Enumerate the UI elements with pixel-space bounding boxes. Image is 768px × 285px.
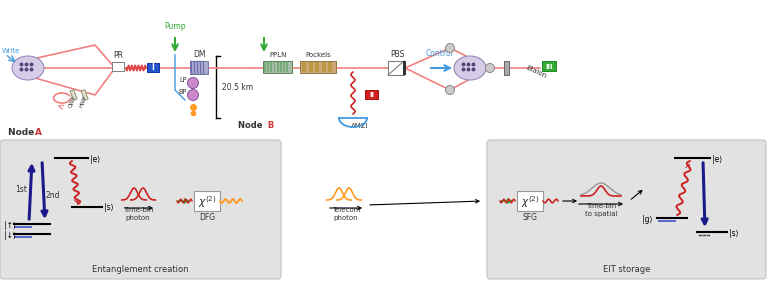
- Bar: [300, 61, 336, 73]
- Bar: [276, 62, 279, 72]
- Bar: [403, 61, 406, 75]
- Text: |s⟩: |s⟩: [104, 203, 114, 213]
- Text: III: III: [545, 64, 553, 70]
- Text: 20.5 km: 20.5 km: [223, 82, 253, 91]
- Circle shape: [445, 44, 455, 52]
- Text: Node: Node: [8, 128, 38, 137]
- Bar: [286, 62, 288, 72]
- FancyBboxPatch shape: [487, 140, 766, 279]
- Text: Telecom
photon: Telecom photon: [332, 207, 360, 221]
- Text: |g⟩: |g⟩: [642, 215, 653, 223]
- Text: HWP: HWP: [78, 95, 88, 108]
- Text: LP: LP: [180, 77, 187, 83]
- Text: AMZI: AMZI: [351, 123, 369, 129]
- Bar: [365, 90, 378, 99]
- Bar: [267, 62, 269, 72]
- Text: PBS: PBS: [390, 50, 404, 59]
- Bar: [273, 62, 276, 72]
- Bar: [302, 62, 306, 72]
- Bar: [270, 62, 272, 72]
- Bar: [190, 61, 208, 74]
- Text: |↑⟩: |↑⟩: [4, 221, 16, 229]
- FancyBboxPatch shape: [0, 140, 281, 279]
- Text: A: A: [35, 128, 42, 137]
- Text: Entanglement creation: Entanglement creation: [92, 265, 189, 274]
- Circle shape: [445, 86, 455, 95]
- Text: Time-bin
photon: Time-bin photon: [123, 207, 153, 221]
- Text: Pump: Pump: [164, 22, 186, 31]
- Bar: [322, 62, 326, 72]
- Text: B: B: [265, 121, 274, 130]
- Bar: [280, 62, 282, 72]
- Bar: [194, 191, 220, 211]
- Bar: [263, 61, 292, 73]
- Bar: [112, 62, 124, 71]
- Bar: [309, 62, 313, 72]
- Text: SFG: SFG: [522, 213, 538, 222]
- Text: Write: Write: [2, 48, 21, 54]
- Text: BP: BP: [178, 89, 187, 95]
- Text: Node: Node: [237, 121, 265, 130]
- Text: Time-bin
to spatial: Time-bin to spatial: [584, 203, 617, 217]
- Bar: [147, 63, 159, 72]
- Text: 1st: 1st: [15, 185, 27, 194]
- Bar: [517, 191, 543, 211]
- Text: Pockels: Pockels: [305, 52, 331, 58]
- Circle shape: [187, 89, 198, 101]
- Text: |s⟩: |s⟩: [729, 229, 739, 237]
- Text: DFG: DFG: [199, 213, 215, 222]
- Bar: [264, 62, 266, 72]
- Text: $\chi^{(2)}$: $\chi^{(2)}$: [197, 194, 217, 210]
- Bar: [315, 62, 319, 72]
- Text: PPLN: PPLN: [270, 52, 286, 58]
- Text: DM: DM: [193, 50, 205, 59]
- Circle shape: [485, 64, 495, 72]
- Text: |e⟩: |e⟩: [712, 154, 722, 164]
- Ellipse shape: [454, 56, 486, 80]
- Text: Control: Control: [426, 49, 454, 58]
- Bar: [70, 89, 77, 100]
- Bar: [328, 62, 332, 72]
- Text: PR: PR: [113, 51, 123, 60]
- Bar: [542, 61, 556, 71]
- Bar: [283, 62, 285, 72]
- Text: |↓⟩: |↓⟩: [4, 231, 16, 239]
- Text: Etalon: Etalon: [525, 64, 548, 79]
- Text: 2nd: 2nd: [46, 191, 61, 200]
- Text: I: I: [151, 64, 154, 72]
- Text: QWP: QWP: [68, 95, 77, 108]
- Bar: [388, 61, 404, 75]
- Bar: [81, 89, 88, 100]
- Ellipse shape: [12, 56, 44, 80]
- Text: II: II: [369, 92, 374, 98]
- Text: EIT storage: EIT storage: [603, 265, 650, 274]
- Text: $\chi^{(2)}$: $\chi^{(2)}$: [521, 194, 539, 210]
- Circle shape: [187, 78, 198, 89]
- Bar: [504, 61, 509, 75]
- Text: |e⟩: |e⟩: [90, 154, 101, 164]
